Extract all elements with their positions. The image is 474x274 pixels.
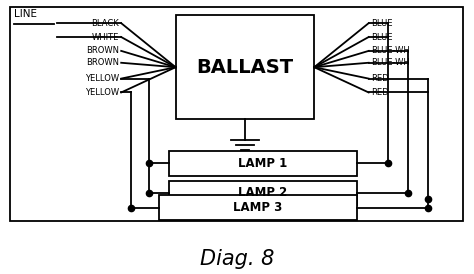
- Bar: [169, 151, 357, 176]
- Text: RED: RED: [371, 88, 388, 97]
- Bar: [176, 15, 314, 119]
- Text: YELLOW: YELLOW: [85, 88, 119, 97]
- Text: BROWN: BROWN: [86, 46, 119, 55]
- Text: LAMP 3: LAMP 3: [233, 201, 283, 214]
- Text: LAMP 2: LAMP 2: [238, 186, 287, 199]
- Text: BLACK: BLACK: [91, 19, 119, 28]
- Text: BROWN: BROWN: [86, 58, 119, 67]
- Bar: [169, 181, 357, 205]
- Bar: [159, 195, 357, 220]
- Text: Diag. 8: Diag. 8: [200, 249, 274, 269]
- Text: YELLOW: YELLOW: [85, 74, 119, 83]
- Text: BLUE-WH: BLUE-WH: [371, 46, 410, 55]
- Text: BLUE: BLUE: [371, 33, 392, 42]
- Text: LINE: LINE: [14, 9, 37, 19]
- Text: BLUE-WH: BLUE-WH: [371, 58, 410, 67]
- Text: BLUE: BLUE: [371, 19, 392, 28]
- Bar: [10, 7, 463, 221]
- Text: RED: RED: [371, 74, 388, 83]
- Text: BALLAST: BALLAST: [196, 58, 293, 77]
- Text: LAMP 1: LAMP 1: [238, 157, 287, 170]
- Text: WHITE: WHITE: [92, 33, 119, 42]
